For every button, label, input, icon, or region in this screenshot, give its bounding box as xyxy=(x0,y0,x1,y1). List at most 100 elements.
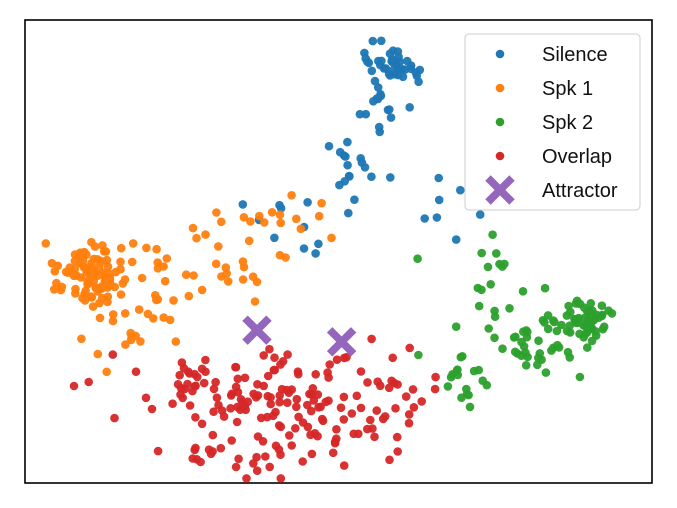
attractor-marker xyxy=(242,315,272,345)
legend-spk-2-label: Spk 2 xyxy=(542,112,593,134)
overlap-point xyxy=(354,429,363,439)
spk-1-point xyxy=(131,331,140,341)
spk-1-point xyxy=(152,244,161,254)
silence-point xyxy=(434,195,444,205)
silence-point xyxy=(350,195,359,204)
overlap-point xyxy=(275,391,285,400)
spk-1-point xyxy=(127,257,137,267)
overlap-point xyxy=(185,401,195,410)
overlap-point xyxy=(236,395,246,404)
silence-point xyxy=(383,105,393,115)
overlap-point xyxy=(363,378,372,387)
spk-2-point xyxy=(535,349,545,358)
overlap-point xyxy=(307,449,317,459)
overlap-point xyxy=(233,402,242,412)
overlap-point xyxy=(147,404,157,414)
spk-2-point xyxy=(443,382,453,391)
silence-point xyxy=(361,109,371,119)
overlap-point xyxy=(249,459,258,468)
spk-1-point xyxy=(111,267,121,277)
overlap-point xyxy=(69,381,79,391)
spk-1-point xyxy=(188,223,198,233)
spk-2-point xyxy=(488,230,497,239)
spk-2-point xyxy=(523,352,532,362)
spk-1-point xyxy=(83,265,93,274)
spk-2-point xyxy=(490,312,500,322)
overlap-point xyxy=(292,394,302,404)
overlap-point xyxy=(287,441,297,450)
legend-silence-label: Silence xyxy=(542,44,608,66)
spk-1-point xyxy=(121,340,130,349)
spk-1-point xyxy=(103,297,112,307)
overlap-point xyxy=(226,404,235,413)
overlap-point xyxy=(332,425,341,434)
overlap-point xyxy=(153,446,163,456)
spk-1-point xyxy=(171,337,181,346)
overlap-point xyxy=(108,350,118,359)
overlap-point xyxy=(393,380,402,389)
overlap-point xyxy=(405,343,415,353)
spk-1-point xyxy=(118,279,128,288)
spk-2-point xyxy=(541,368,551,377)
spk-1-point xyxy=(97,284,107,293)
silence-point xyxy=(270,233,279,243)
spk-1-point xyxy=(108,310,118,319)
overlap-point xyxy=(373,377,383,387)
overlap-point xyxy=(252,466,262,476)
overlap-point xyxy=(384,383,394,393)
overlap-point xyxy=(306,406,316,416)
silence-point xyxy=(400,65,410,74)
silence-point xyxy=(343,160,352,170)
overlap-point xyxy=(191,413,200,422)
spk-1-point xyxy=(296,224,306,234)
overlap-point xyxy=(259,381,269,391)
overlap-point xyxy=(339,392,349,402)
spk-2-point xyxy=(474,301,484,311)
silence-point xyxy=(367,66,377,76)
spk-1-point xyxy=(116,257,125,267)
plot-frame xyxy=(24,19,653,484)
spk-2-point xyxy=(587,336,597,346)
spk-1-point xyxy=(128,239,138,248)
overlap-point xyxy=(261,452,270,461)
spk-2-point xyxy=(510,347,520,357)
spk-2-point xyxy=(477,248,487,258)
spk-2-point xyxy=(562,311,572,320)
silence-point xyxy=(475,210,485,219)
spk-2-point xyxy=(540,318,549,327)
overlap-point xyxy=(265,462,275,472)
spk-2-point xyxy=(604,306,613,316)
overlap-point xyxy=(283,350,292,359)
spk-2-point xyxy=(478,376,488,386)
overlap-point xyxy=(231,462,241,472)
overlap-point xyxy=(430,384,440,394)
overlap-point xyxy=(417,397,427,406)
silence-point xyxy=(355,109,365,119)
silence-point xyxy=(303,198,312,207)
spk-2-point xyxy=(565,328,575,337)
overlap-point xyxy=(240,373,250,383)
silence-point xyxy=(276,203,286,213)
overlap-point xyxy=(393,447,403,456)
spk-1-point xyxy=(88,302,98,311)
spk-1-point xyxy=(162,254,172,263)
spk-1-point xyxy=(116,290,126,299)
spk-2-point xyxy=(588,306,597,315)
overlap-point xyxy=(324,373,333,382)
overlap-point xyxy=(276,422,286,432)
overlap-point xyxy=(313,431,322,441)
spk-1-point xyxy=(80,289,89,299)
silence-point xyxy=(344,208,353,218)
overlap-point xyxy=(336,403,346,413)
legend-spk-1-label: Spk 1 xyxy=(542,78,593,100)
overlap-point xyxy=(321,397,331,407)
spk-1-point xyxy=(317,198,326,208)
overlap-point xyxy=(249,389,258,399)
overlap-point xyxy=(266,399,276,409)
spk-2-point xyxy=(469,366,479,376)
spk-2-point xyxy=(575,329,584,339)
spk-1-point xyxy=(103,262,113,271)
spk-1-point xyxy=(184,291,194,301)
silence-point xyxy=(451,235,461,244)
silence-point xyxy=(357,158,367,167)
